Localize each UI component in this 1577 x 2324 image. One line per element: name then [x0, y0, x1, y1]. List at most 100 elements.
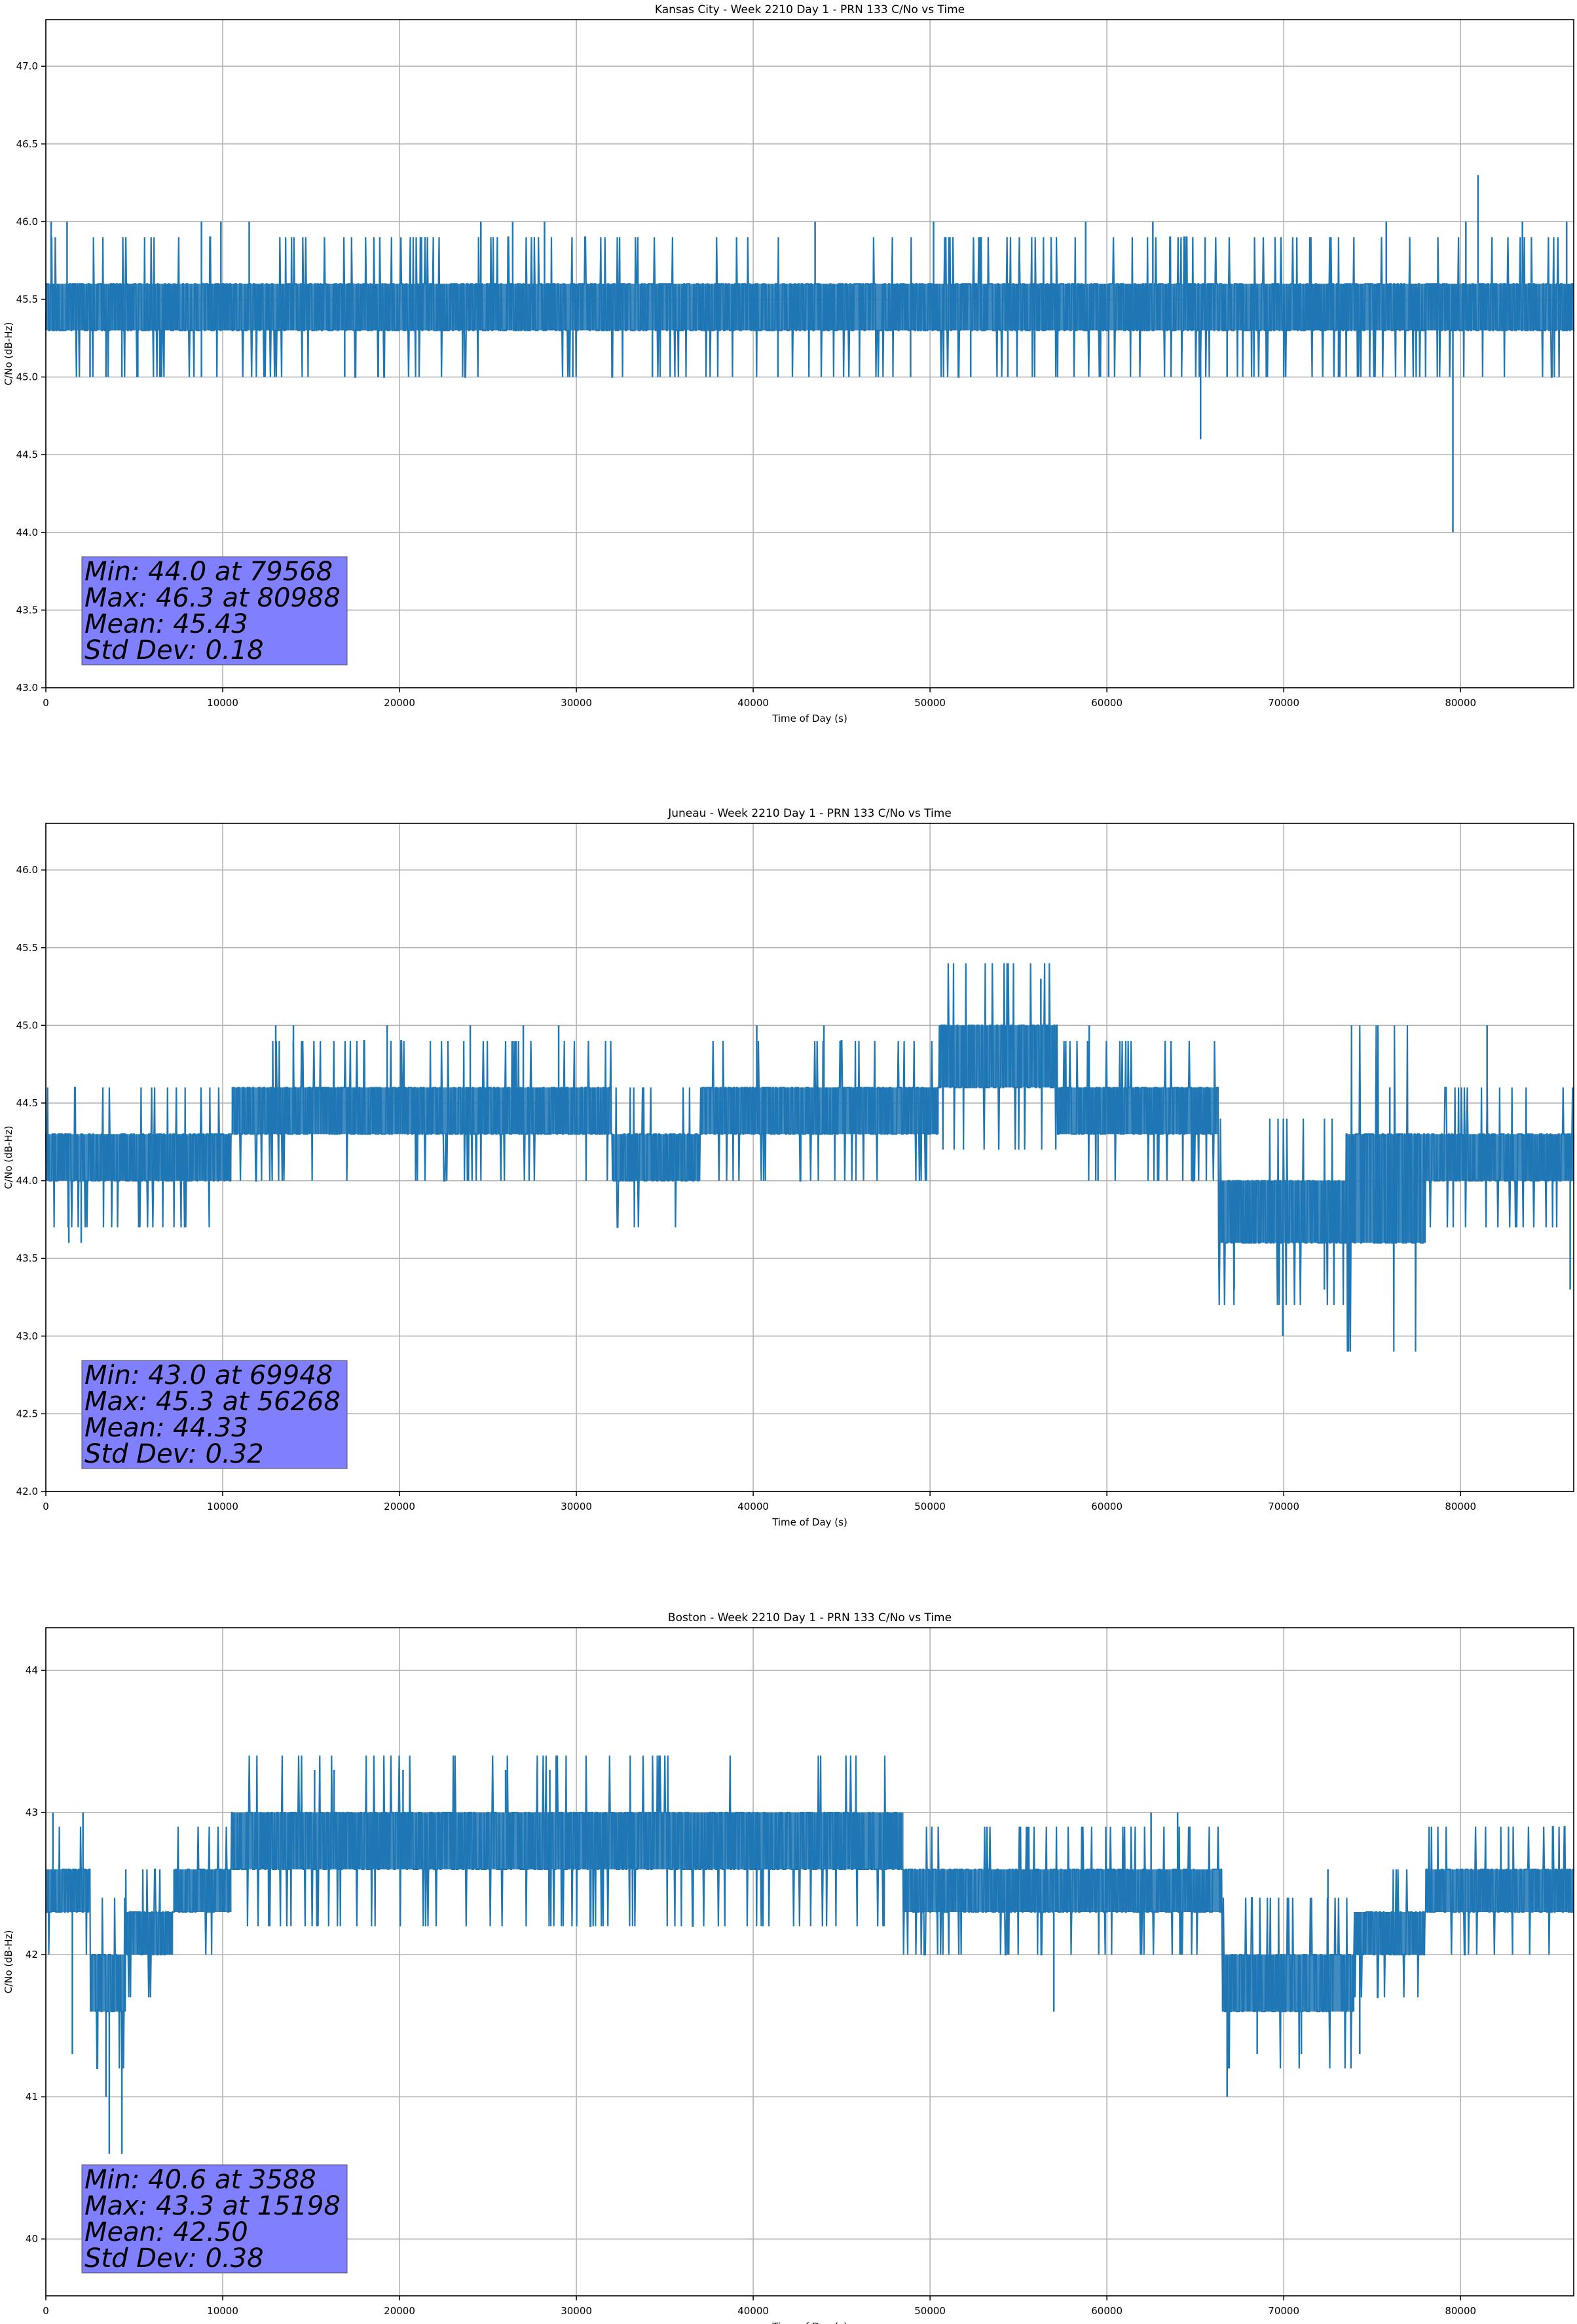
stats-line: Max: 43.3 at 15198 [84, 2191, 341, 2221]
y-tick-label: 46.0 [16, 216, 38, 227]
chart-title: Juneau - Week 2210 Day 1 - PRN 133 C/No … [667, 807, 952, 820]
x-tick-label: 30000 [561, 2305, 592, 2317]
x-tick-label: 30000 [561, 1501, 592, 1512]
series-band [173, 1869, 232, 1913]
stats-line: Min: 43.0 at 69948 [84, 1360, 333, 1391]
y-tick-label: 42.0 [16, 1486, 38, 1497]
x-tick-label: 0 [43, 2305, 49, 2317]
series-band [1354, 1912, 1426, 1955]
series-band [231, 1087, 612, 1134]
series-band [1425, 1869, 1574, 1913]
y-tick-label: 44.0 [16, 527, 38, 538]
stats-box-background [81, 1360, 348, 1469]
stats-line: Std Dev: 0.32 [84, 1439, 264, 1469]
y-tick-label: 43.0 [16, 682, 38, 694]
stats-line: Mean: 42.50 [84, 2217, 248, 2247]
y-tick-label: 43.5 [16, 604, 38, 616]
x-tick-label: 10000 [207, 1501, 238, 1512]
y-axis-label: C/No (dB-Hz) [3, 322, 14, 386]
chart-panel-3: 0 10000 20000 30000 40000 50000 60000 70000 8000… [3, 1611, 1574, 2324]
x-tick-label: 40000 [737, 1501, 769, 1512]
stats-line: Mean: 45.43 [84, 609, 248, 639]
stats-line: Mean: 44.33 [84, 1413, 248, 1443]
series-band [1218, 1180, 1346, 1243]
series-trace [46, 1755, 1574, 2069]
series-band [612, 1134, 701, 1181]
x-axis-label: Time of Day (s) [771, 713, 847, 724]
series-band [46, 1134, 82, 1181]
series-band [938, 1025, 1058, 1088]
chart-title: Kansas City - Week 2210 Day 1 - PRN 133 … [655, 3, 965, 16]
series-trace [45, 963, 1575, 1352]
chart-panel-1: 0 10000 20000 30000 40000 50000 60000 70000 8000… [3, 3, 1575, 724]
x-tick-label: 80000 [1445, 2305, 1476, 2317]
y-tick-label: 43 [26, 1807, 38, 1818]
y-tick-label: 45.5 [16, 942, 38, 954]
x-tick-label: 20000 [384, 2305, 415, 2317]
y-tick-label: 43.0 [16, 1330, 38, 1342]
y-tick-label: 45.0 [16, 1019, 38, 1031]
x-tick-label: 70000 [1268, 2305, 1299, 2317]
stats-line: Min: 44.0 at 79568 [84, 557, 333, 587]
x-tick-label: 80000 [1445, 1501, 1476, 1512]
x-axis-label: Time of Day (s) [771, 1516, 847, 1528]
x-tick-label: 70000 [1268, 1501, 1299, 1512]
series-band [1221, 1955, 1355, 2012]
x-tick-label: 40000 [737, 697, 769, 709]
x-tick-label: 0 [43, 697, 49, 709]
series-band [90, 1955, 126, 2012]
series-band [46, 1869, 90, 1913]
y-tick-label: 44.5 [16, 1097, 38, 1109]
series-band [46, 284, 1574, 331]
stats-line: Max: 46.3 at 80988 [84, 583, 341, 613]
x-tick-label: 50000 [914, 697, 946, 709]
y-tick-label: 44 [26, 1664, 38, 1676]
y-tick-label: 44.0 [16, 1175, 38, 1187]
x-tick-label: 60000 [1091, 697, 1122, 709]
y-tick-label: 45.0 [16, 371, 38, 383]
y-tick-label: 46.0 [16, 864, 38, 876]
chart-title: Boston - Week 2210 Day 1 - PRN 133 C/No … [668, 1611, 952, 1624]
y-tick-label: 45.5 [16, 293, 38, 305]
x-tick-label: 40000 [737, 2305, 769, 2317]
y-tick-label: 47.0 [16, 60, 38, 72]
stats-line: Std Dev: 0.18 [84, 635, 264, 665]
x-tick-label: 70000 [1268, 697, 1299, 709]
x-tick-label: 60000 [1091, 2305, 1122, 2317]
chart-panel-2: 0 10000 20000 30000 40000 50000 60000 70000 8000… [3, 807, 1575, 1528]
series-band [1345, 1134, 1426, 1243]
axes-frame [45, 1627, 1574, 2296]
x-tick-label: 30000 [561, 697, 592, 709]
x-tick-label: 10000 [207, 697, 238, 709]
stats-line: Max: 45.3 at 56268 [84, 1387, 341, 1417]
y-tick-label: 46.5 [16, 138, 38, 150]
stats-box-background [81, 2164, 348, 2274]
y-tick-label: 44.5 [16, 449, 38, 460]
y-axis-label: C/No (dB-Hz) [3, 1930, 14, 1994]
stats-box-background [81, 556, 348, 665]
x-tick-label: 60000 [1091, 1501, 1122, 1512]
x-tick-label: 10000 [207, 2305, 238, 2317]
axes-frame [45, 19, 1574, 688]
series-band [1057, 1087, 1219, 1134]
x-tick-label: 50000 [914, 1501, 946, 1512]
series-band [1425, 1134, 1574, 1181]
stats-line: Min: 40.6 at 3588 [84, 2165, 316, 2195]
y-tick-label: 42 [26, 1949, 38, 1960]
stats-line: Std Dev: 0.38 [84, 2243, 264, 2274]
y-tick-label: 40 [26, 2233, 38, 2245]
x-tick-label: 20000 [384, 1501, 415, 1512]
series-band [903, 1869, 1222, 1913]
x-tick-label: 20000 [384, 697, 415, 709]
x-tick-label: 0 [43, 1501, 49, 1512]
series-band [700, 1087, 939, 1134]
y-tick-label: 42.5 [16, 1408, 38, 1419]
series-band [125, 1912, 174, 1955]
axes-frame [45, 823, 1574, 1492]
y-tick-label: 41 [26, 2091, 38, 2103]
x-tick-label: 80000 [1445, 697, 1476, 709]
y-axis-label: C/No (dB-Hz) [3, 1126, 14, 1190]
